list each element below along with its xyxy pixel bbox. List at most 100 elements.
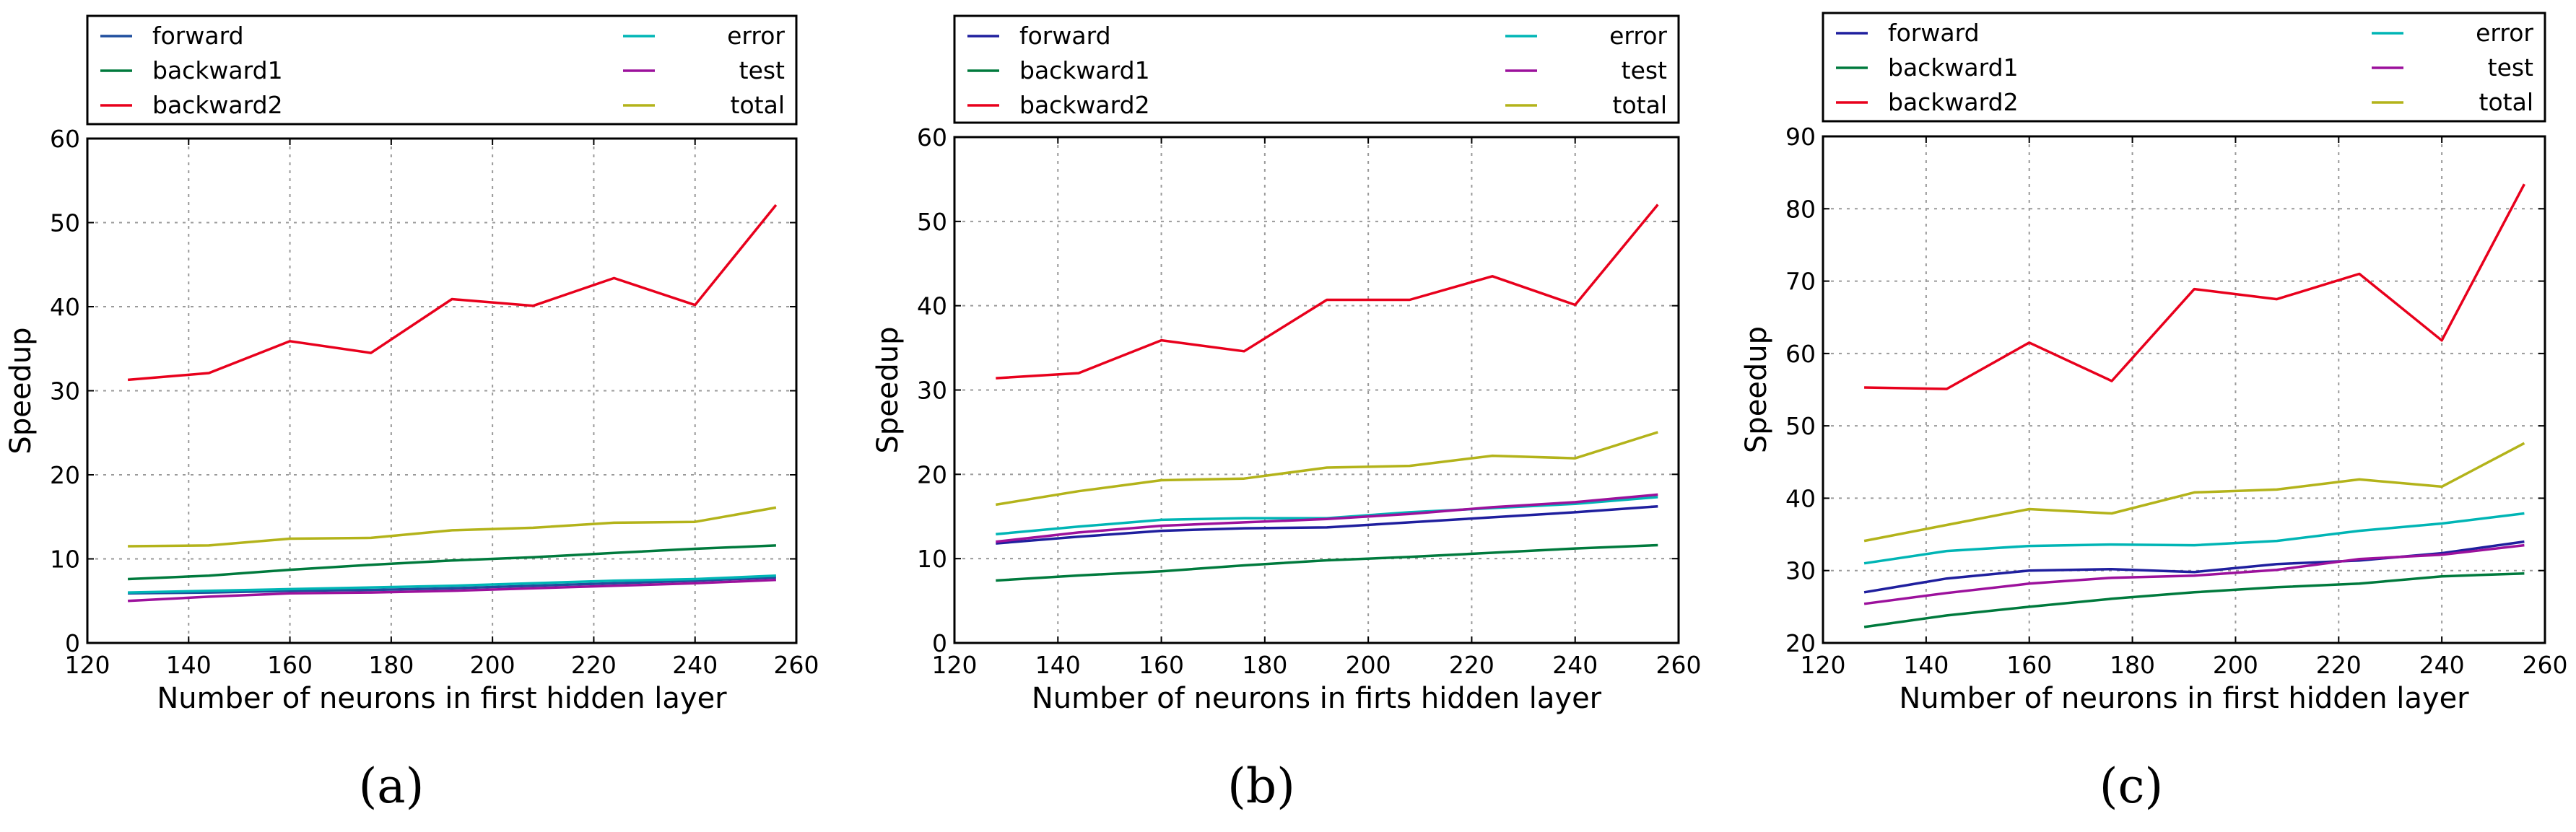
x-tick-label: 140 bbox=[1903, 651, 1949, 679]
legend-label-total: total bbox=[1613, 91, 1667, 119]
y-tick-label: 10 bbox=[50, 546, 80, 574]
series-line-test bbox=[128, 578, 776, 603]
panel-caption: (b) bbox=[1227, 758, 1295, 814]
series-line-test bbox=[1863, 543, 2525, 605]
y-tick-label: 60 bbox=[1785, 340, 1816, 368]
series-line-backward2 bbox=[996, 203, 1659, 380]
x-axis-label: Number of neurons in first hidden layer bbox=[157, 682, 727, 715]
x-tick-label: 260 bbox=[2523, 651, 2568, 679]
chart-panel-3: 120 140 160 180 200 220 240 260 20 30 40 50 60 70 80 90… bbox=[1740, 12, 2568, 814]
x-tick-label: 120 bbox=[1801, 651, 1846, 679]
legend-label-test: test bbox=[2488, 53, 2533, 82]
x-tick-label: 240 bbox=[1552, 651, 1598, 679]
series-line-backward1 bbox=[128, 544, 776, 581]
y-tick-label: 0 bbox=[65, 629, 80, 657]
series-line-forward bbox=[996, 504, 1658, 545]
plot-frame bbox=[86, 137, 798, 644]
series-line-backward2 bbox=[127, 203, 778, 382]
legend-label-backward1: backward1 bbox=[1888, 53, 2019, 82]
y-tick-label: 60 bbox=[917, 123, 947, 152]
x-tick-label: 160 bbox=[1139, 651, 1184, 679]
series-line-total bbox=[128, 506, 777, 548]
x-tick-label: 140 bbox=[166, 651, 212, 679]
series-line-error bbox=[128, 574, 776, 594]
y-tick-label: 0 bbox=[932, 629, 947, 657]
x-tick-label: 260 bbox=[1656, 651, 1702, 679]
y-tick-label: 50 bbox=[1785, 412, 1816, 440]
y-tick-label: 30 bbox=[50, 377, 80, 406]
legend: forward backward1 backward2 error test total bbox=[953, 14, 1680, 124]
plot-frame bbox=[953, 136, 1680, 644]
x-tick-label: 180 bbox=[1242, 651, 1287, 679]
plot-frame bbox=[1822, 135, 2546, 644]
x-tick-label: 160 bbox=[267, 651, 313, 679]
chart-panel-2: 120 140 160 180 200 220 240 260 0 10 20 30 40 50 60 Num… bbox=[871, 14, 1702, 814]
y-tick-label: 90 bbox=[1785, 123, 1816, 151]
y-tick-label: 30 bbox=[1785, 557, 1816, 585]
y-tick-label: 20 bbox=[917, 460, 947, 489]
y-tick-label: 20 bbox=[1785, 629, 1816, 657]
series-line-error bbox=[1863, 512, 2525, 565]
series-line-backward1 bbox=[1863, 572, 2525, 629]
legend-label-error: error bbox=[727, 22, 785, 50]
y-tick-label: 30 bbox=[917, 377, 947, 405]
panel-caption: (c) bbox=[2099, 758, 2163, 814]
x-tick-label: 120 bbox=[65, 651, 110, 679]
legend-label-error: error bbox=[1609, 22, 1667, 50]
series-line-total bbox=[996, 431, 1658, 507]
legend-label-backward1: backward1 bbox=[1019, 56, 1150, 84]
legend-label-backward2: backward2 bbox=[1888, 88, 2019, 116]
legend-label-error: error bbox=[2476, 19, 2533, 47]
x-tick-label: 140 bbox=[1035, 651, 1081, 679]
legend-label-forward: forward bbox=[1019, 22, 1111, 50]
y-tick-label: 40 bbox=[917, 292, 947, 320]
panel-caption: (a) bbox=[359, 758, 425, 814]
y-tick-label: 80 bbox=[1785, 195, 1816, 223]
x-tick-label: 200 bbox=[1346, 651, 1391, 679]
series-line-forward bbox=[128, 576, 776, 595]
x-tick-label: 180 bbox=[2110, 651, 2155, 679]
series-line-test bbox=[996, 493, 1658, 543]
series-line-total bbox=[1863, 442, 2525, 543]
y-tick-label: 40 bbox=[50, 293, 80, 321]
y-tick-label: 50 bbox=[50, 209, 80, 237]
y-axis-label: Speedup bbox=[1740, 326, 1773, 453]
legend-label-forward: forward bbox=[152, 22, 244, 50]
legend-label-backward1: backward1 bbox=[152, 56, 283, 84]
x-tick-label: 220 bbox=[2316, 651, 2362, 679]
x-tick-label: 220 bbox=[571, 651, 617, 679]
y-axis-label: Speedup bbox=[4, 327, 38, 454]
x-tick-label: 240 bbox=[672, 651, 718, 679]
y-tick-label: 70 bbox=[1785, 268, 1816, 296]
x-tick-label: 120 bbox=[932, 651, 978, 679]
legend-label-test: test bbox=[1622, 56, 1667, 84]
x-tick-label: 220 bbox=[1449, 651, 1494, 679]
legend: forward backward1 backward2 error test total bbox=[86, 14, 798, 126]
series-line-backward1 bbox=[996, 543, 1658, 582]
chart-panel-1: 120 140 160 180 200 220 240 260 0 10 20 30 40 50 60 Num… bbox=[4, 14, 819, 814]
legend-label-test: test bbox=[739, 56, 785, 84]
x-tick-label: 200 bbox=[2213, 651, 2258, 679]
x-tick-label: 160 bbox=[2006, 651, 2052, 679]
legend-frame bbox=[953, 14, 1680, 124]
y-tick-label: 60 bbox=[50, 125, 80, 153]
legend-label-forward: forward bbox=[1888, 19, 1980, 47]
x-tick-label: 180 bbox=[368, 651, 414, 679]
legend-frame bbox=[86, 14, 798, 126]
y-tick-label: 40 bbox=[1785, 484, 1816, 512]
x-axis-label: Number of neurons in firts hidden layer bbox=[1032, 682, 1602, 715]
legend-label-total: total bbox=[2479, 88, 2533, 116]
y-tick-label: 50 bbox=[917, 208, 947, 236]
x-tick-label: 200 bbox=[470, 651, 515, 679]
y-tick-label: 10 bbox=[917, 545, 947, 573]
x-tick-label: 240 bbox=[2419, 651, 2465, 679]
legend: forward backward1 backward2 error test total bbox=[1822, 12, 2546, 123]
y-tick-label: 20 bbox=[50, 461, 80, 489]
y-axis-label: Speedup bbox=[871, 326, 905, 453]
x-tick-label: 260 bbox=[774, 651, 819, 679]
legend-label-total: total bbox=[731, 91, 785, 119]
x-axis-label: Number of neurons in first hidden layer bbox=[1899, 682, 2469, 715]
series-line-backward2 bbox=[1864, 183, 2525, 390]
legend-label-backward2: backward2 bbox=[152, 91, 283, 119]
